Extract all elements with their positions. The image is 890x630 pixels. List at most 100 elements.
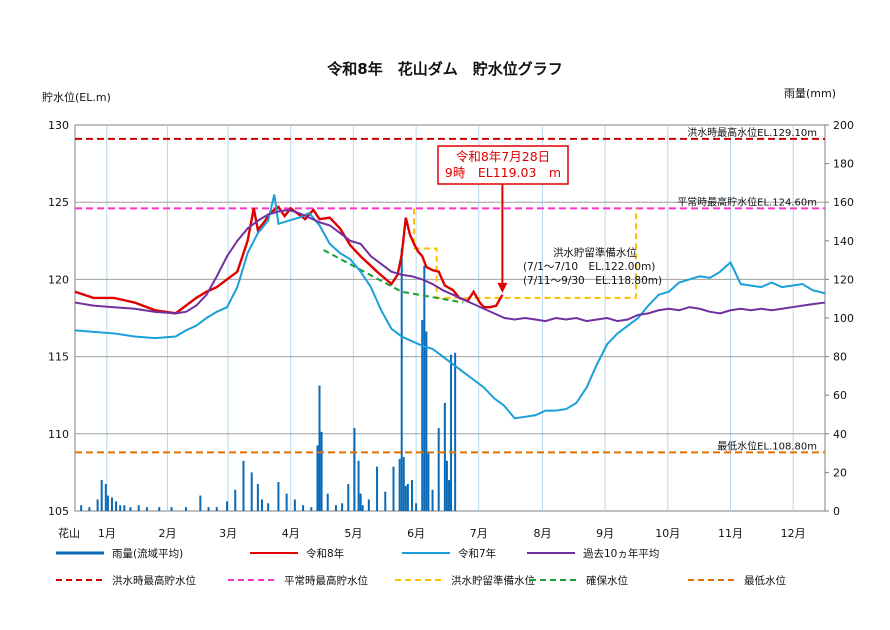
x-tick-label: 1月 (98, 527, 116, 540)
rainfall-bar (431, 489, 434, 511)
series-line (74, 194, 826, 420)
annotation-box (437, 145, 569, 185)
rainfall-bar (318, 385, 321, 511)
flood-storage-label: (7/1～7/10 EL.122.00m) (523, 261, 655, 273)
plot-area (74, 124, 826, 512)
rainfall-bar (199, 495, 202, 511)
rainfall-bar (207, 507, 210, 511)
rainfall-bar (184, 507, 187, 511)
flood-storage-label: 洪水貯留準備水位 (553, 246, 637, 259)
rainfall-bar (437, 428, 440, 511)
secure-level-line (323, 249, 464, 304)
reference-line-label: 洪水時最高水位EL.129.10m (687, 126, 817, 139)
rainfall-bar (310, 507, 313, 511)
annotation-text: 9時 EL119.03 m (445, 165, 561, 180)
y-tick-label: 105 (48, 505, 69, 518)
rainfall-bar (293, 499, 296, 511)
x-tick-label: 3月 (219, 527, 237, 540)
rainfall-bar (106, 495, 109, 511)
x-tick-label: 2月 (158, 527, 176, 540)
y2-axis-label: 雨量(mm) (784, 87, 836, 100)
rainfall-bar (359, 493, 362, 511)
rainfall-bar (450, 354, 453, 511)
y2-tick-label: 100 (833, 312, 854, 325)
rainfall-bar (341, 503, 344, 511)
rainfall-bar (137, 505, 140, 511)
y2-tick-label: 40 (833, 428, 847, 441)
rainfall-bar (145, 507, 148, 511)
y-tick-label: 125 (48, 196, 69, 209)
rainfall-bar (104, 483, 107, 511)
rainfall-bar (88, 507, 91, 511)
rainfall-bar (260, 499, 263, 511)
rainfall-bar (421, 319, 424, 511)
legend-label: 平常時最高貯水位 (284, 574, 368, 587)
rainfall-bar (454, 352, 457, 511)
rainfall-bar (398, 458, 401, 511)
rainfall-bar (320, 431, 323, 511)
rainfall-bar (100, 480, 103, 511)
rainfall-bar (215, 507, 218, 511)
x-tick-label: 9月 (596, 527, 614, 540)
rainfall-bar (415, 503, 418, 511)
rainfall-bar (267, 503, 270, 511)
annotation-text: 令和8年7月28日 (456, 149, 550, 164)
rainfall-bar (302, 505, 305, 511)
y-axis-label: 貯水位(EL.m) (42, 90, 111, 104)
rainfall-bar (392, 466, 395, 511)
rainfall-bar (400, 248, 403, 511)
rainfall-bar (242, 460, 245, 511)
rainfall-bar (357, 460, 360, 511)
y2-tick-label: 160 (833, 196, 854, 209)
x-tick-label: 10月 (655, 527, 680, 540)
rainfall-bar (119, 505, 122, 511)
rainfall-bar (158, 507, 161, 511)
rainfall-bar (347, 483, 350, 511)
x-tick-label: 6月 (407, 527, 425, 540)
y2-tick-label: 140 (833, 235, 854, 248)
rainfall-bar (443, 402, 446, 511)
y2-tick-label: 0 (833, 505, 840, 518)
legend-label: 過去10ヵ年平均 (583, 547, 659, 560)
rainfall-bar (226, 501, 229, 511)
y2-tick-label: 120 (833, 273, 854, 286)
rainfall-bar (96, 499, 99, 511)
rainfall-bar (123, 505, 126, 511)
rainfall-bar (110, 497, 113, 511)
rainfall-bar (256, 483, 259, 511)
legend-label: 雨量(流域平均) (112, 547, 183, 560)
rainfall-bar (129, 507, 132, 511)
x-tick-label: 12月 (781, 527, 806, 540)
rainfall-bar (234, 489, 237, 511)
rainfall-bar (80, 505, 83, 511)
legend-label: 令和7年 (458, 547, 496, 560)
rainfall-bar (367, 499, 370, 511)
rainfall-bar (115, 501, 118, 511)
x-tick-label: 5月 (344, 527, 362, 540)
legend-label: 最低水位 (744, 574, 786, 587)
legend-label: 確保水位 (586, 574, 628, 587)
reference-line-label: 最低水位EL.108.80m (717, 439, 817, 452)
rainfall-bar (425, 331, 428, 511)
y2-tick-label: 80 (833, 351, 847, 364)
rainfall-bar (170, 507, 173, 511)
rainfall-bar (402, 456, 405, 511)
x-axis-prefix: 花山 (58, 527, 80, 540)
rainfall-bar (316, 445, 319, 511)
rainfall-bar (427, 453, 430, 511)
x-tick-label: 11月 (718, 527, 743, 540)
reference-line-label: 平常時最高貯水位EL.124.60m (677, 195, 817, 208)
legend-label: 洪水時最高貯水位 (112, 574, 196, 587)
rainfall-bar (384, 491, 387, 511)
y2-tick-label: 20 (833, 466, 847, 479)
flood-storage-label: (7/11～9/30 EL.118.80m) (523, 275, 662, 287)
annotation-arrow-head (497, 282, 508, 293)
x-tick-label: 8月 (533, 527, 551, 540)
y2-tick-label: 180 (833, 158, 854, 171)
y-tick-label: 115 (48, 351, 69, 364)
rainfall-bar (285, 493, 288, 511)
rainfall-bar (410, 480, 413, 511)
rainfall-bar (250, 472, 253, 511)
